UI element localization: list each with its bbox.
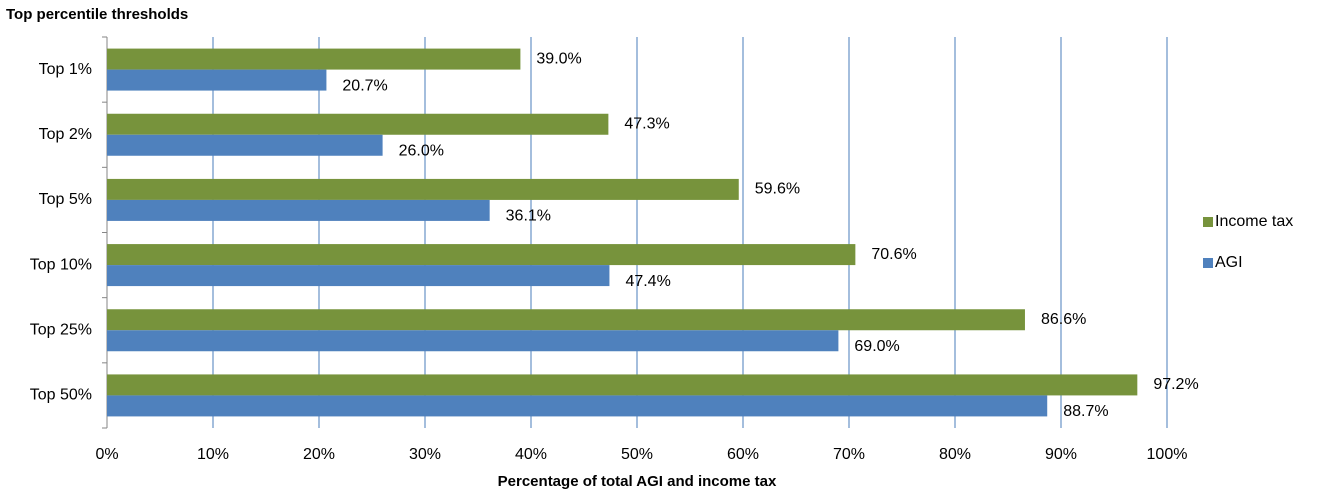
value-label: 36.1% bbox=[506, 208, 551, 225]
x-tick-label: 0% bbox=[95, 446, 118, 463]
bar bbox=[107, 265, 610, 287]
x-axis-title: Percentage of total AGI and income tax bbox=[498, 473, 777, 490]
y-tick-label: Top 50% bbox=[30, 387, 92, 404]
bar bbox=[107, 199, 490, 221]
value-label: 88.7% bbox=[1063, 403, 1108, 420]
value-label: 97.2% bbox=[1153, 376, 1198, 393]
x-tick-label: 20% bbox=[303, 446, 335, 463]
value-label: 26.0% bbox=[399, 142, 444, 159]
bar bbox=[107, 395, 1048, 417]
x-tick-label: 10% bbox=[197, 446, 229, 463]
y-tick-label: Top 1% bbox=[39, 61, 92, 78]
value-label: 39.0% bbox=[536, 50, 581, 67]
bar bbox=[107, 374, 1138, 396]
bar bbox=[107, 178, 739, 200]
x-tick-label: 80% bbox=[939, 446, 971, 463]
value-label: 20.7% bbox=[342, 77, 387, 94]
value-label: 70.6% bbox=[871, 246, 916, 263]
value-label: 59.6% bbox=[755, 181, 800, 198]
x-tick-label: 50% bbox=[621, 446, 653, 463]
value-label: 47.3% bbox=[624, 115, 669, 132]
bar bbox=[107, 69, 327, 91]
bar bbox=[107, 113, 609, 135]
x-tick-label: 100% bbox=[1147, 446, 1188, 463]
bar bbox=[107, 309, 1025, 331]
legend-swatch bbox=[1203, 217, 1213, 227]
bar bbox=[107, 244, 856, 266]
legend-label: AGI bbox=[1215, 254, 1243, 271]
y-tick-label: Top 10% bbox=[30, 256, 92, 273]
x-tick-label: 90% bbox=[1045, 446, 1077, 463]
x-tick-label: 60% bbox=[727, 446, 759, 463]
value-label: 47.4% bbox=[625, 273, 670, 290]
value-label: 69.0% bbox=[854, 338, 899, 355]
y-tick-label: Top 25% bbox=[30, 321, 92, 338]
bar bbox=[107, 48, 521, 70]
y-tick-label: Top 2% bbox=[39, 126, 92, 143]
chart-title: Top percentile thresholds bbox=[6, 6, 188, 23]
bar bbox=[107, 330, 839, 352]
bar bbox=[107, 134, 383, 156]
legend-label: Income tax bbox=[1215, 213, 1293, 230]
y-tick-label: Top 5% bbox=[39, 191, 92, 208]
value-label: 86.6% bbox=[1041, 311, 1086, 328]
x-tick-label: 70% bbox=[833, 446, 865, 463]
x-tick-label: 40% bbox=[515, 446, 547, 463]
x-tick-label: 30% bbox=[409, 446, 441, 463]
legend-swatch bbox=[1203, 258, 1213, 268]
